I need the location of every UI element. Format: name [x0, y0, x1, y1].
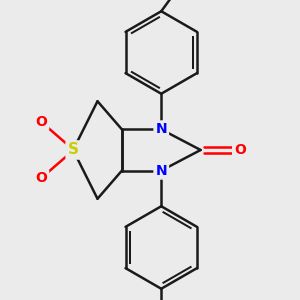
Text: O: O: [35, 115, 47, 129]
Text: N: N: [155, 122, 167, 136]
Text: O: O: [35, 171, 47, 185]
Text: N: N: [155, 164, 167, 178]
Text: S: S: [68, 142, 79, 158]
Text: O: O: [234, 143, 246, 157]
